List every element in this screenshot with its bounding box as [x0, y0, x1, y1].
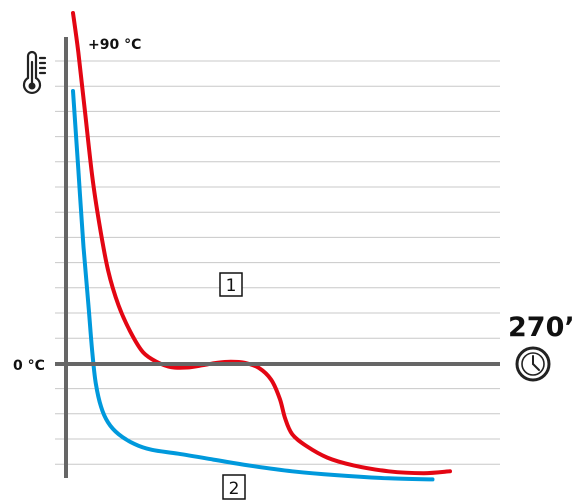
series-1-box: 1: [219, 272, 243, 297]
series-lines: [71, 11, 452, 482]
clock-icon: [515, 346, 551, 382]
y-zero-label: 0 °C: [13, 358, 45, 374]
thermometer-icon: [22, 50, 47, 95]
time-label: 270’: [508, 312, 575, 343]
series-2-box: 2: [222, 474, 246, 500]
series-2-line: [71, 89, 435, 482]
series-1-label: 1: [226, 276, 237, 296]
grid-lines: [55, 60, 500, 465]
series-2-label: 2: [229, 479, 240, 499]
series-1-line: [71, 11, 452, 476]
y-top-label: +90 °C: [88, 37, 141, 53]
